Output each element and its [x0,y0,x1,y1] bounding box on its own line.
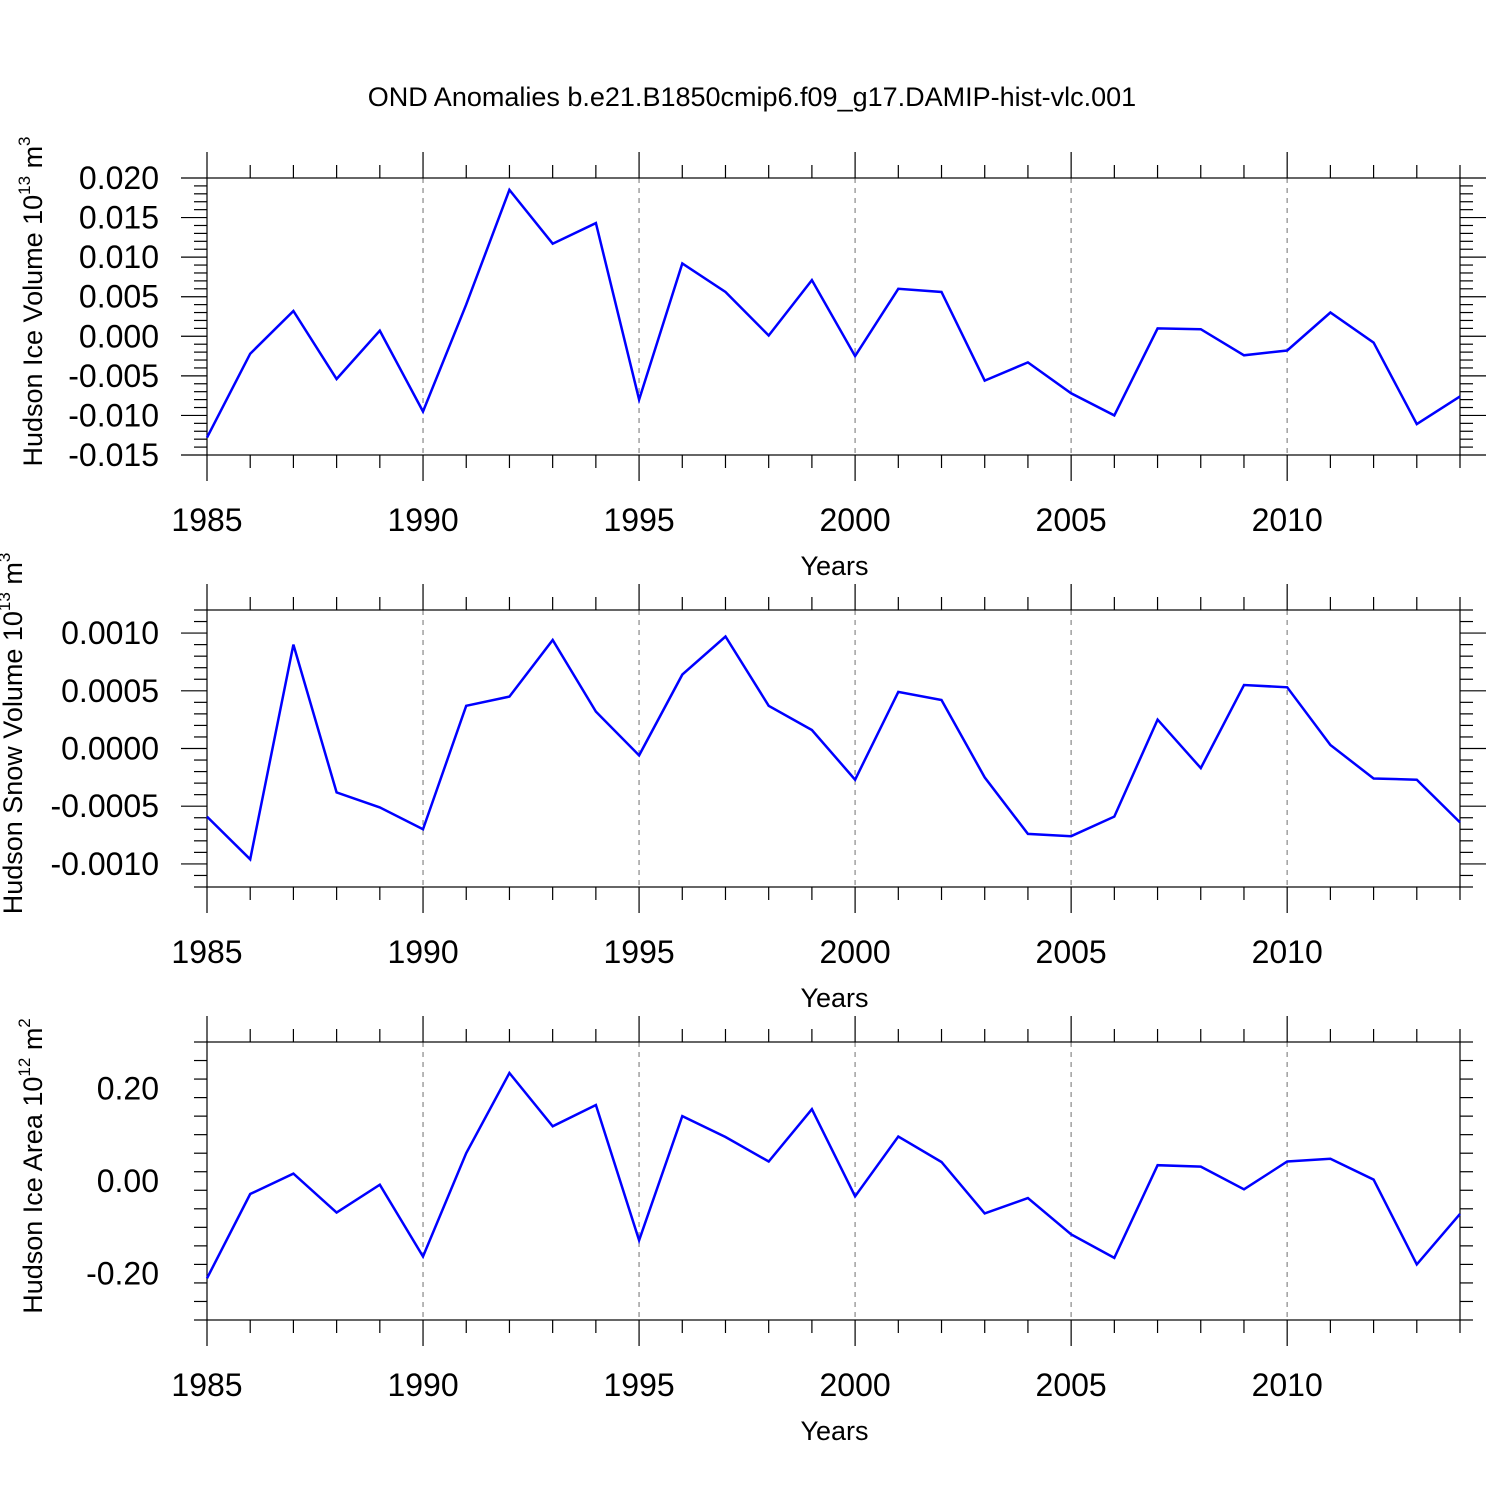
y-tick-label: -0.0005 [50,788,159,824]
series-line [205,1070,1461,1279]
series-line [205,187,1461,439]
plot-frame [206,1041,1461,1321]
plot-frame [206,609,1461,888]
x-tick-label: 2005 [1036,934,1107,970]
y-axis-label: Hudson Ice Volume 1013 m3 [15,136,48,466]
x-axis-label: Years [800,551,868,581]
figure-title: OND Anomalies b.e21.B1850cmip6.f09_g17.D… [368,82,1136,112]
y-tick-label: -0.0010 [50,846,159,882]
x-tick-label: 1995 [603,934,674,970]
y-tick-label: 0.005 [79,279,159,315]
y-tick-label: -0.20 [86,1256,159,1292]
y-axis-label: Hudson Snow Volume 1013 m3 [0,553,28,915]
chart-panel-2: 1985 1990 1995 2000 2005 2010 -0.0010 -0.0005 0.… [0,553,1486,1013]
y-tick-label: 0.0000 [61,731,159,767]
x-axis-label: Years [800,1416,868,1446]
y-tick-label: -0.005 [68,358,159,394]
x-tick-label: 1995 [603,502,674,538]
y-tick-label: -0.015 [68,437,159,473]
y-tick-label: 0.0005 [61,673,159,709]
y-tick-label: 0.20 [97,1070,159,1106]
x-tick-label: 2010 [1252,502,1323,538]
y-tick-label: 0.015 [79,200,159,236]
x-tick-label: 1985 [171,1367,242,1403]
y-tick-label: 0.0010 [61,615,159,651]
x-tick-label: 2010 [1252,934,1323,970]
chart-panel-3: 1985 1990 1995 2000 2005 2010 -0.20 0.00 0.20 Yea… [15,1016,1473,1446]
x-tick-label: 1990 [387,502,458,538]
y-axis-label: Hudson Ice Area 1012 m2 [15,1018,48,1314]
x-axis-label: Years [800,983,868,1013]
series-line [206,634,1461,862]
x-tick-label: 1990 [387,934,458,970]
x-tick-label: 2000 [820,502,891,538]
x-tick-label: 2000 [820,1367,891,1403]
y-tick-label: 0.010 [79,239,159,275]
y-tick-label: 0.020 [79,160,159,196]
y-tick-label: 0.000 [79,318,159,354]
y-tick-label: 0.00 [97,1163,159,1199]
x-tick-label: 1985 [171,934,242,970]
y-tick-label: -0.010 [68,397,159,433]
x-tick-label: 2005 [1036,1367,1107,1403]
x-tick-label: 1985 [171,502,242,538]
x-tick-label: 2000 [820,934,891,970]
x-tick-label: 2010 [1252,1367,1323,1403]
x-tick-label: 2005 [1036,502,1107,538]
plot-frame [206,177,1461,456]
x-tick-label: 1995 [603,1367,674,1403]
chart-panel-1: 1985 1990 1995 2000 2005 2010 -0.015 -0.010-0.0… [15,136,1486,581]
x-tick-label: 1990 [387,1367,458,1403]
